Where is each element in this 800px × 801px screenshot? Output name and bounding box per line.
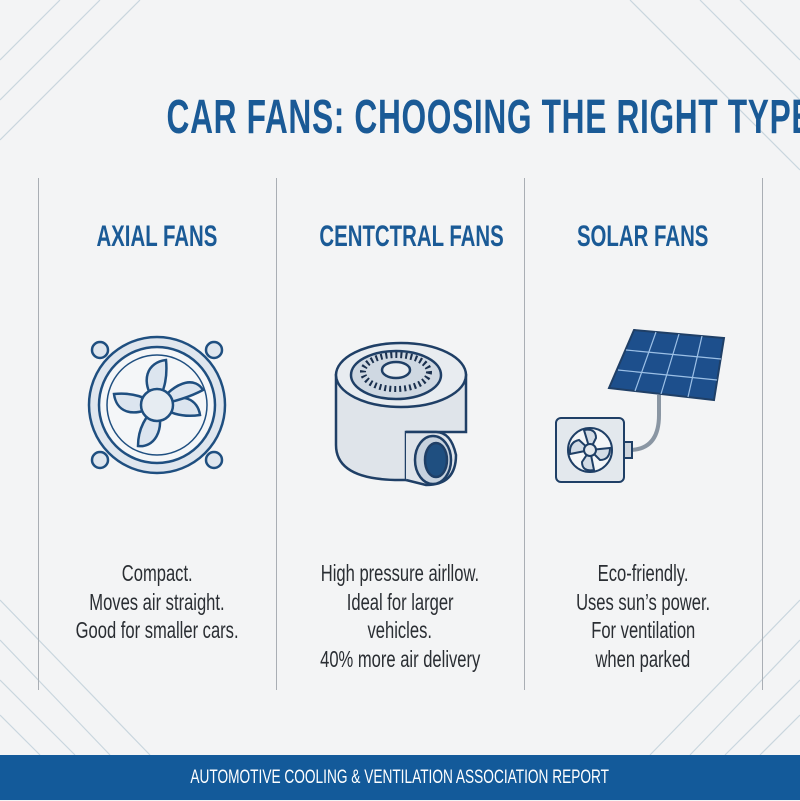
column-description: High pressure airllow. Ideal for larger … xyxy=(319,560,481,672)
divider xyxy=(38,178,39,690)
page-title: CAR FANS: CHOOSING THE RIGHT TYPE xyxy=(166,91,800,144)
column-heading: AXIAL FANS xyxy=(96,220,218,253)
column-description: Compact. Moves air straight. Good for sm… xyxy=(75,560,239,643)
centrifugal-fan-icon xyxy=(334,341,468,487)
column-axial: AXIAL FANS Compact. Moves air straight. … xyxy=(38,220,276,643)
column-description: Eco-friendly. Uses sun’s power. For vent… xyxy=(575,560,711,672)
column-centrifugal: CENTCTRAL FANS High pressure airllow. Id… xyxy=(276,220,524,672)
axial-fan-icon xyxy=(87,335,227,475)
column-heading: CENTCTRAL FANS xyxy=(319,220,504,253)
column-heading: SOLAR FANS xyxy=(577,220,709,253)
divider xyxy=(762,178,763,690)
footer-banner: AUTOMOTIVE COOLING & VENTILATION ASSOCIA… xyxy=(0,755,800,800)
solar-fan-icon xyxy=(555,328,726,483)
column-solar: SOLAR FANS Eco-friendly. Uses sun’s powe… xyxy=(524,220,762,672)
divider xyxy=(276,178,277,690)
divider xyxy=(524,178,525,690)
